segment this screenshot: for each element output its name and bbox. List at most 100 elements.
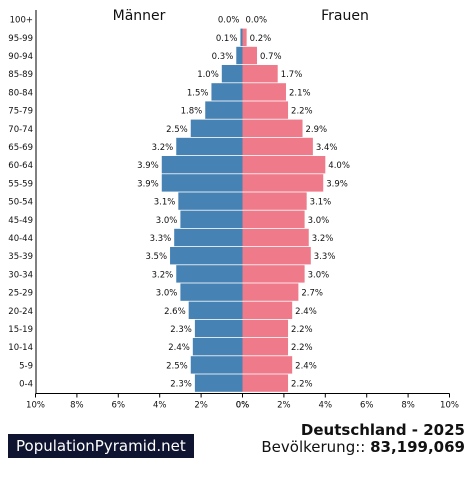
- female-value-label: 2.4%: [295, 361, 317, 371]
- female-value-label: 2.2%: [291, 343, 313, 353]
- female-bar: [242, 137, 313, 156]
- female-bar: [242, 156, 326, 174]
- female-bar: [242, 338, 289, 356]
- male-value-label: 1.8%: [181, 107, 203, 117]
- male-value-label: 3.9%: [137, 161, 159, 171]
- female-value-label: 4.0%: [328, 161, 350, 171]
- female-bar: [242, 210, 305, 228]
- male-value-label: 3.9%: [137, 179, 159, 189]
- male-value-label: 1.5%: [187, 88, 209, 98]
- male-bar: [190, 356, 243, 374]
- female-bar: [242, 319, 289, 338]
- female-bar: [242, 46, 257, 65]
- male-bar: [194, 374, 243, 392]
- female-value-label: 3.1%: [310, 198, 332, 208]
- age-group-label: 65-69: [8, 143, 33, 153]
- female-bar: [242, 301, 293, 319]
- population-value: 83,199,069: [370, 438, 465, 456]
- age-group-label: 85-89: [8, 70, 33, 80]
- male-value-label: 3.2%: [152, 270, 174, 280]
- age-group-label: 45-49: [8, 216, 33, 226]
- age-group-label: 25-29: [8, 289, 33, 299]
- x-tick-label: 10%: [440, 401, 459, 411]
- population-label-text: Bevölkerung::: [261, 438, 371, 456]
- female-value-label: 2.1%: [289, 88, 311, 98]
- male-bar: [178, 192, 243, 210]
- female-value-label: 2.2%: [291, 325, 313, 335]
- male-value-label: 3.5%: [145, 252, 167, 262]
- male-value-label: 2.3%: [170, 325, 192, 335]
- female-value-label: 0.7%: [260, 52, 282, 62]
- x-tick-label: 8%: [401, 401, 415, 411]
- female-value-label: 2.4%: [295, 307, 317, 317]
- age-group-label: 20-24: [8, 307, 33, 317]
- female-bar: [242, 119, 303, 137]
- female-bar: [242, 265, 305, 283]
- female-value-label: 3.0%: [308, 270, 330, 280]
- female-value-label: 2.2%: [291, 107, 313, 117]
- male-value-label: 3.1%: [154, 198, 176, 208]
- age-group-label: 70-74: [8, 125, 33, 135]
- age-group-label: 80-84: [8, 88, 33, 98]
- male-bar: [170, 247, 243, 265]
- female-bar: [242, 65, 278, 83]
- population-label: Bevölkerung:: 83,199,069: [261, 438, 465, 456]
- age-group-label: 90-94: [8, 52, 33, 62]
- age-group-label: 15-19: [8, 325, 33, 335]
- male-bar: [161, 174, 243, 192]
- age-group-label: 60-64: [8, 161, 33, 171]
- age-group-label: 55-59: [8, 179, 33, 189]
- x-tick-label: 10%: [26, 401, 45, 411]
- male-bar: [194, 319, 243, 338]
- age-group-label: 5-9: [19, 361, 33, 371]
- male-value-label: 2.6%: [164, 307, 186, 317]
- female-value-label: 3.9%: [326, 179, 348, 189]
- age-group-label: 95-99: [8, 34, 33, 44]
- female-value-label: 0.2%: [250, 34, 272, 44]
- female-header: Frauen: [321, 8, 369, 24]
- male-bar: [176, 137, 243, 156]
- x-tick-label: 4%: [153, 401, 167, 411]
- male-value-label: 3.3%: [150, 234, 172, 244]
- female-bar: [242, 83, 286, 101]
- brand-logo[interactable]: PopulationPyramid.net: [8, 434, 194, 458]
- male-bar: [190, 119, 243, 137]
- age-group-label: 35-39: [8, 252, 33, 262]
- female-bar: [242, 356, 293, 374]
- age-group-label: 50-54: [8, 198, 33, 208]
- male-value-label: 3.0%: [156, 289, 178, 299]
- male-bar: [174, 228, 243, 247]
- male-header: Männer: [113, 8, 166, 24]
- x-tick-label: 0%: [236, 401, 250, 411]
- male-bar: [240, 28, 243, 46]
- male-bar: [221, 65, 243, 83]
- female-value-label: 3.2%: [312, 234, 334, 244]
- age-group-label: 10-14: [8, 343, 33, 353]
- male-value-label: 0.0%: [218, 16, 240, 26]
- male-value-label: 2.5%: [166, 125, 188, 135]
- female-bar: [242, 101, 289, 119]
- female-value-label: 3.0%: [308, 216, 330, 226]
- country-year-label: Deutschland - 2025: [300, 421, 465, 439]
- age-group-label: 0-4: [19, 380, 33, 390]
- population-pyramid-chart: Männer Frauen 100+ 0.0% 0.0% 95-99 0.1% 0.2% 90-…: [8, 8, 459, 411]
- x-tick-label: 6%: [360, 401, 374, 411]
- male-bar: [211, 83, 243, 101]
- female-bar: [242, 28, 247, 46]
- male-bar: [161, 156, 243, 174]
- male-bar: [205, 101, 243, 119]
- male-value-label: 3.0%: [156, 216, 178, 226]
- female-bar: [242, 374, 289, 392]
- male-bar: [236, 46, 243, 65]
- male-bar: [180, 210, 243, 228]
- female-bar: [242, 174, 324, 192]
- female-value-label: 1.7%: [281, 70, 303, 80]
- age-group-label: 40-44: [8, 234, 33, 244]
- x-tick-label: 0%: [236, 401, 250, 411]
- x-tick-label: 2%: [277, 401, 291, 411]
- male-value-label: 3.2%: [152, 143, 174, 153]
- male-value-label: 2.3%: [170, 380, 192, 390]
- age-group-label: 100+: [10, 16, 33, 26]
- male-value-label: 0.1%: [216, 34, 238, 44]
- female-bar: [242, 228, 309, 247]
